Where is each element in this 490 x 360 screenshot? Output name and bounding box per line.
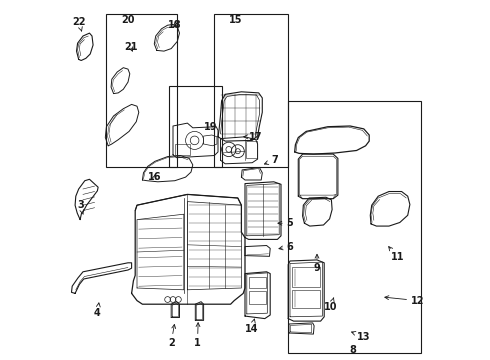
Bar [248, 291, 266, 304]
Bar [246, 141, 257, 158]
Text: 19: 19 [204, 122, 218, 132]
Text: 12: 12 [385, 296, 424, 306]
Text: 14: 14 [245, 319, 258, 334]
Text: 6: 6 [279, 242, 293, 252]
Bar [106, 14, 176, 167]
Bar [292, 267, 320, 287]
Text: 8: 8 [349, 345, 356, 355]
Text: 13: 13 [351, 332, 371, 342]
Text: 18: 18 [169, 20, 182, 30]
Bar [248, 277, 266, 288]
Text: 9: 9 [314, 254, 320, 273]
Text: 1: 1 [194, 323, 201, 348]
Bar [215, 14, 288, 167]
Bar [175, 144, 190, 155]
Text: 15: 15 [229, 15, 242, 25]
Text: 17: 17 [244, 132, 263, 142]
Text: 11: 11 [389, 247, 404, 262]
Text: 3: 3 [77, 200, 84, 214]
Text: 10: 10 [324, 298, 338, 312]
Text: 5: 5 [278, 218, 293, 228]
Text: 21: 21 [124, 42, 137, 52]
Text: 20: 20 [121, 15, 135, 25]
Text: 2: 2 [168, 324, 175, 348]
Bar [292, 290, 320, 308]
Text: 22: 22 [72, 17, 85, 31]
Text: 16: 16 [148, 172, 161, 182]
Text: 7: 7 [265, 155, 278, 165]
Bar [170, 86, 221, 167]
Text: 4: 4 [94, 303, 101, 318]
Bar [288, 101, 421, 353]
